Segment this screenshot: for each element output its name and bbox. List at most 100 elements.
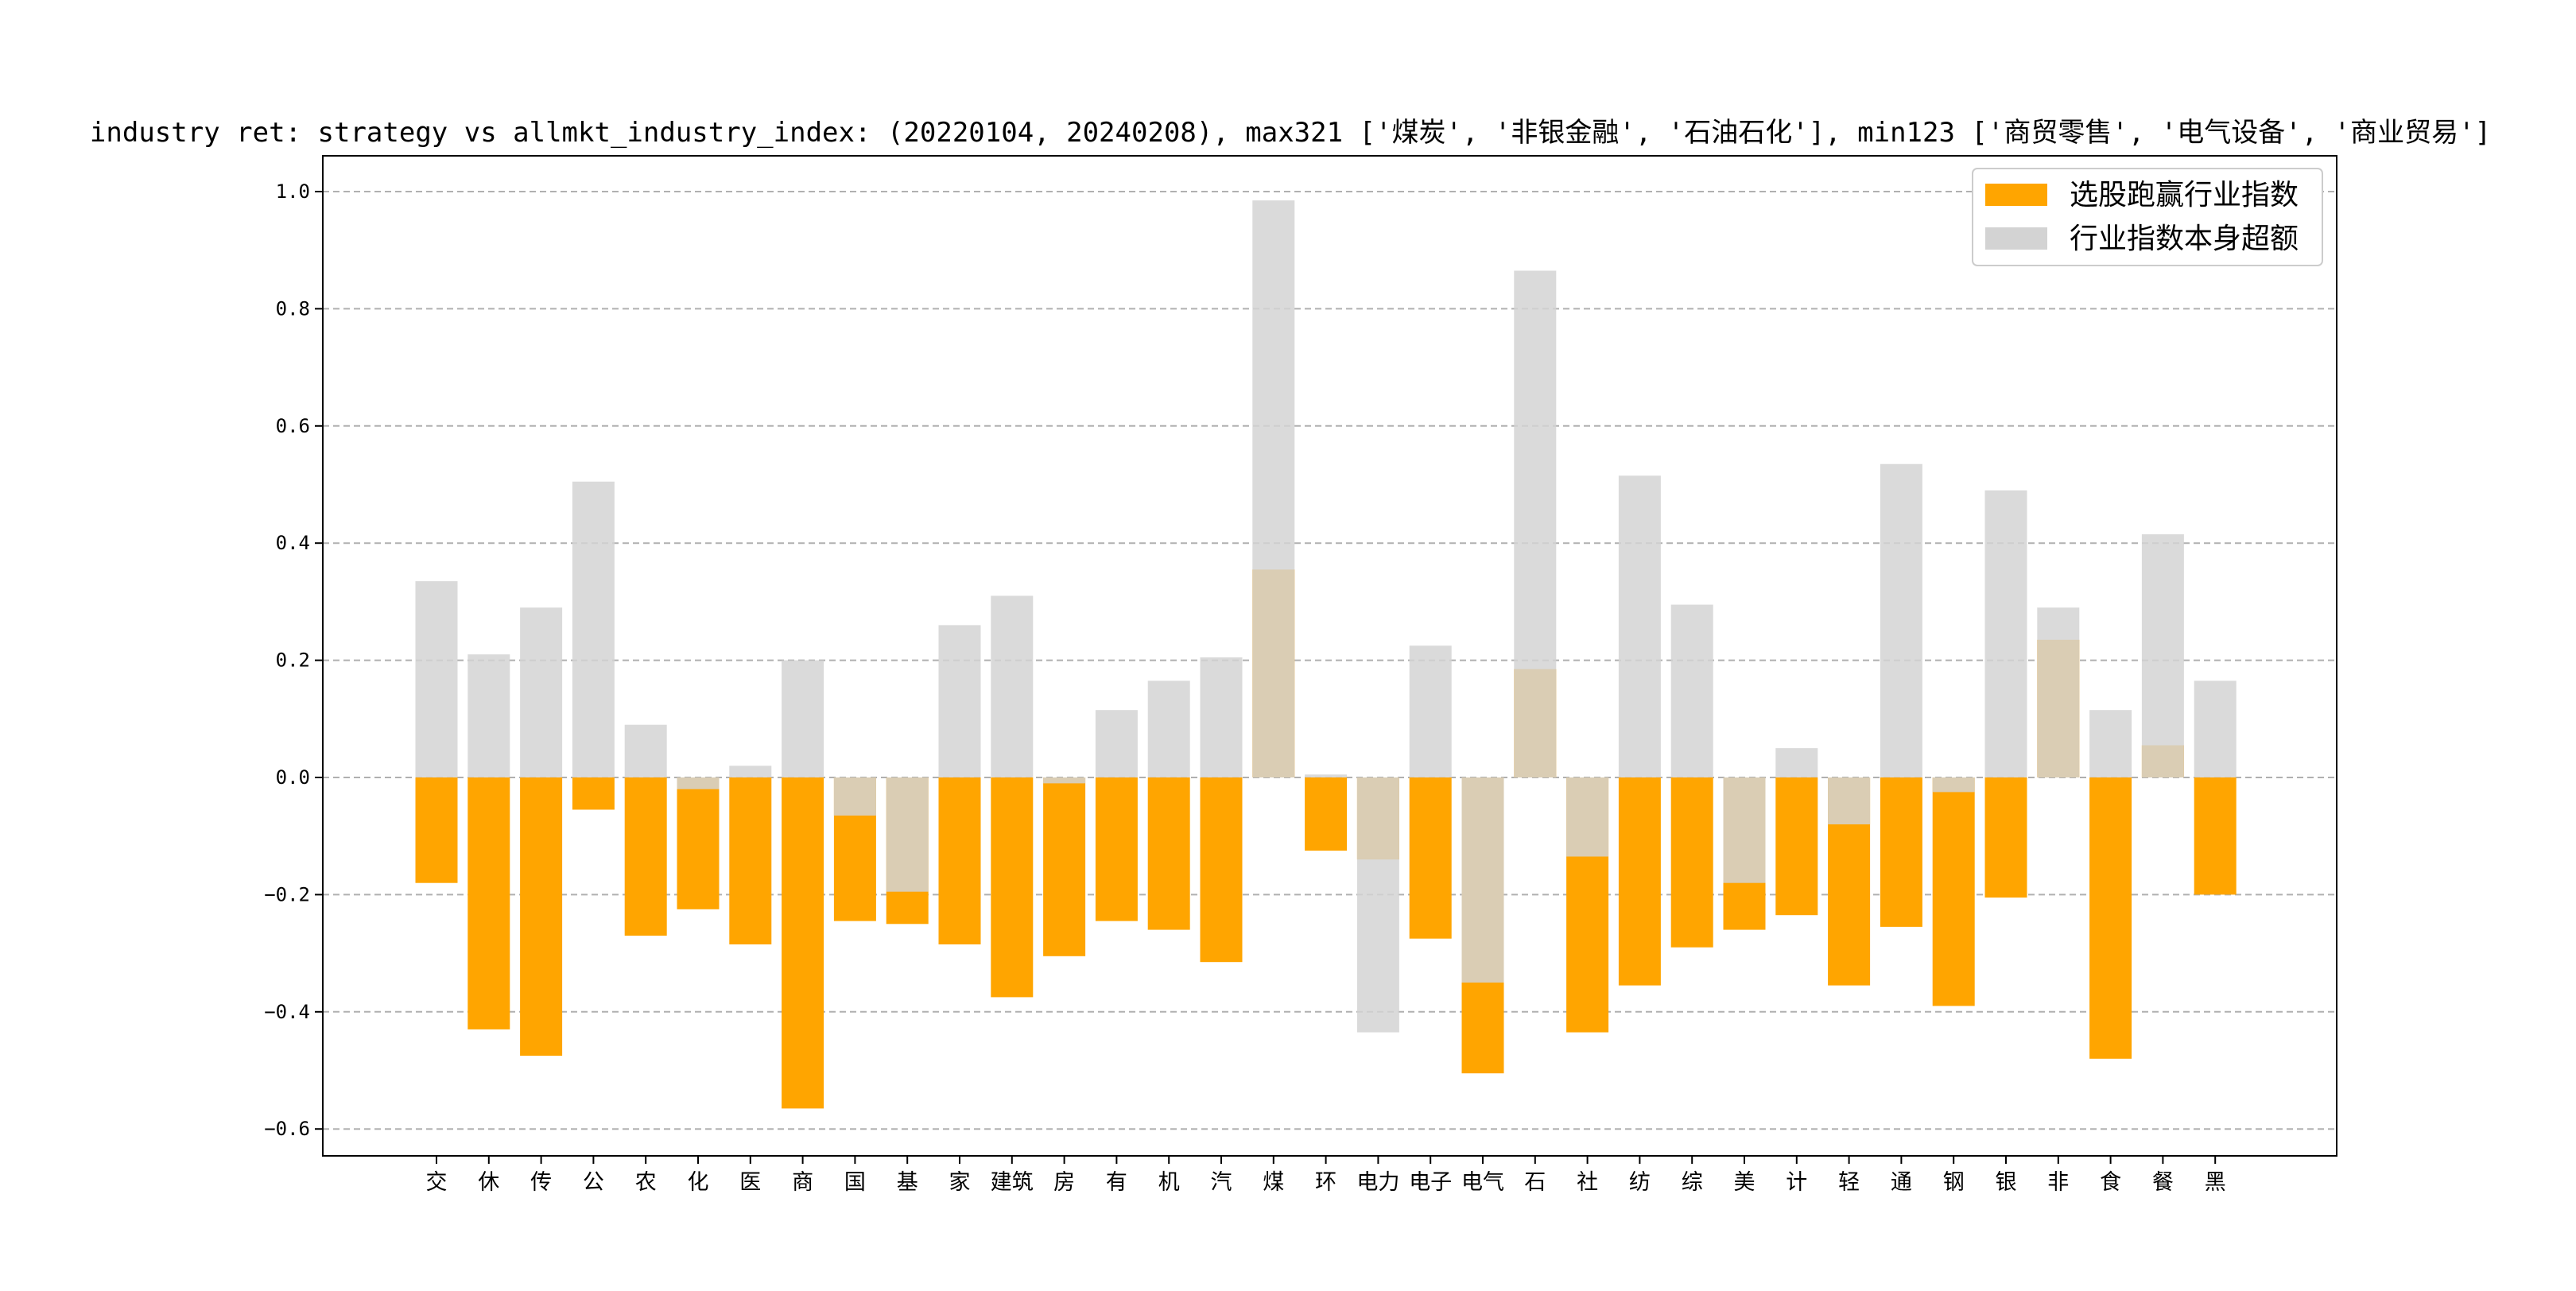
x-tick-label: 机 [1158, 1170, 1180, 1195]
bar-industry [886, 777, 929, 892]
bar-strategy [1618, 777, 1661, 986]
legend-label-industry: 行业指数本身超额 [2070, 223, 2299, 255]
bar-industry [415, 581, 458, 777]
grid-lines [323, 191, 2337, 1130]
bar-strategy [1043, 777, 1086, 956]
y-tick-label: 0.2 [276, 649, 310, 672]
bar-industry [1723, 777, 1766, 883]
y-tick-label: 0.6 [276, 415, 310, 437]
bar-strategy [2089, 777, 2132, 1059]
x-tick-label: 交 [426, 1170, 448, 1195]
x-tick-label: 餐 [2152, 1170, 2174, 1195]
bars [415, 200, 2237, 1109]
bar-industry [1670, 604, 1713, 777]
x-tick-label: 传 [530, 1170, 552, 1195]
bar-strategy [782, 777, 824, 1109]
plot-frame [322, 155, 2337, 1157]
bar-strategy [677, 777, 720, 909]
bar-strategy [729, 777, 772, 944]
bar-industry [572, 481, 615, 777]
x-tick-label: 纺 [1629, 1170, 1651, 1195]
bar-industry [1043, 777, 1086, 784]
bar-industry [729, 766, 772, 777]
x-tick-label: 休 [478, 1170, 499, 1195]
x-tick-label: 农 [635, 1170, 657, 1195]
chart-title: industry ret: strategy vs allmkt_industr… [90, 117, 2491, 149]
bar-industry [677, 777, 720, 789]
bar-industry [1200, 657, 1243, 777]
x-tick-label: 美 [1734, 1170, 1755, 1195]
bar-strategy [624, 777, 667, 936]
bar-industry [2037, 607, 2080, 777]
legend-swatch-industry [1985, 227, 2047, 250]
bar-strategy [1775, 777, 1818, 916]
x-tick-label: 银 [1996, 1170, 2017, 1195]
x-tick-label: 钢 [1943, 1170, 1965, 1195]
bar-industry [467, 654, 510, 777]
x-tick-label: 商 [792, 1170, 813, 1195]
x-tick-label: 煤 [1263, 1170, 1284, 1195]
bar-industry [1461, 777, 1504, 983]
x-tick-label: 国 [844, 1170, 866, 1195]
x-tick-label: 基 [897, 1170, 918, 1195]
bar-strategy [1932, 777, 1975, 1006]
bar-industry [782, 660, 824, 777]
x-tick-label: 房 [1053, 1170, 1075, 1195]
bar-strategy [1305, 777, 1348, 851]
bar-industry [624, 724, 667, 777]
bar-industry [1828, 777, 1871, 824]
bar-strategy [1147, 777, 1190, 930]
bar-industry [1356, 777, 1399, 1033]
y-tick-label: 1.0 [276, 180, 310, 203]
bar-industry [1880, 463, 1922, 777]
bar-industry [2194, 680, 2237, 777]
legend: 选股跑赢行业指数 行业指数本身超额 [1972, 168, 2323, 266]
bar-industry [1305, 774, 1348, 777]
x-tick-label: 石 [1524, 1170, 1546, 1195]
x-tick-label: 电子 [1409, 1170, 1452, 1195]
bar-industry [991, 595, 1034, 777]
x-tick-label: 家 [949, 1170, 971, 1195]
x-tick-label: 公 [583, 1170, 604, 1195]
x-tick-label: 建筑 [991, 1170, 1034, 1195]
y-tick-label: 0.8 [276, 297, 310, 320]
x-tick-label: 电力 [1356, 1170, 1399, 1195]
bar-strategy [520, 777, 563, 1056]
legend-swatch-strategy [1985, 184, 2047, 206]
bar-industry [1618, 475, 1661, 777]
x-tick-label: 综 [1682, 1170, 1703, 1195]
x-tick-label: 黑 [2205, 1170, 2226, 1195]
y-tick-label: −0.4 [264, 1001, 310, 1023]
bar-industry [520, 607, 563, 777]
x-tick-label: 电气 [1461, 1170, 1504, 1195]
y-tick-label: 0.4 [276, 532, 310, 554]
bar-strategy [1880, 777, 1922, 927]
bar-strategy [1670, 777, 1713, 948]
bar-industry [1514, 270, 1557, 777]
x-tick-label: 通 [1891, 1170, 1912, 1195]
legend-box [1972, 168, 2323, 266]
bar-industry [833, 777, 876, 816]
bar-industry [1095, 710, 1138, 777]
x-tick-label: 社 [1577, 1170, 1598, 1195]
x-tick-label: 有 [1106, 1170, 1127, 1195]
x-tick-label: 轻 [1838, 1170, 1860, 1195]
bar-industry [1932, 777, 1975, 793]
x-axis: 交 休 传 公 农 化 医 商 国 基 家建筑房 有 机 汽 煤 环电力 电子 电气石 社 纺 综 美 计 轻 通 钢 银 非 食 餐 黑 [426, 1156, 2226, 1195]
bar-industry [1775, 748, 1818, 777]
bar-strategy [572, 777, 615, 810]
bar-strategy [1200, 777, 1243, 963]
bar-industry [1147, 680, 1190, 777]
bar-strategy [1095, 777, 1138, 921]
y-axis: −0.6 −0.4 −0.2 0.0 0.2 0.4 0.6 0.8 1.0 [264, 180, 323, 1140]
x-tick-label: 食 [2100, 1170, 2121, 1195]
y-tick-label: 0.0 [276, 766, 310, 789]
bar-strategy [467, 777, 510, 1029]
x-tick-label: 汽 [1211, 1170, 1232, 1195]
x-tick-label: 计 [1786, 1170, 1807, 1195]
bar-strategy [938, 777, 981, 944]
bar-strategy [2194, 777, 2237, 895]
bar-industry [1252, 200, 1295, 778]
